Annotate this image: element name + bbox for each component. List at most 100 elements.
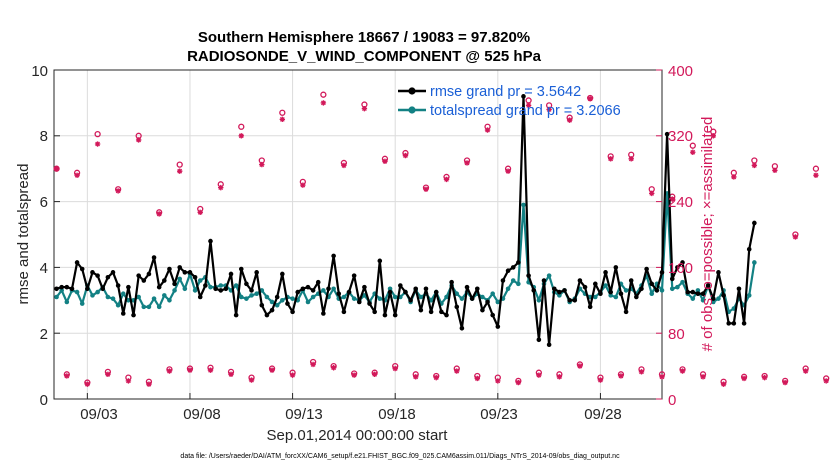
obs-assimilated-point — [279, 116, 286, 123]
rmse-point — [444, 312, 449, 318]
rmse-point — [387, 289, 393, 295]
obs-assimilated-point — [423, 186, 429, 192]
obs-assimilated-point — [371, 371, 378, 378]
totalspread-point — [264, 294, 270, 300]
rmse-point — [423, 286, 429, 292]
obs-assimilated-point — [413, 374, 419, 380]
obs-assimilated-point — [351, 372, 357, 378]
rmse-point — [700, 291, 706, 297]
rmse-point — [100, 286, 106, 292]
rmse-point — [151, 255, 157, 260]
totalspread-point — [444, 294, 449, 300]
totalspread-point — [613, 294, 619, 300]
totalspread-point — [172, 288, 177, 293]
right-tick-label: 400 — [668, 63, 693, 80]
rmse-point — [495, 324, 501, 329]
obs-possible-point — [238, 123, 245, 130]
obs-count-series — [53, 91, 830, 387]
rmse-point — [244, 281, 249, 287]
obs-possible-point — [94, 131, 101, 138]
rmse-point — [716, 270, 721, 275]
rmse-point — [203, 283, 208, 288]
rmse-point — [79, 266, 85, 272]
legend-rmse-marker — [408, 87, 416, 95]
totalspread-point — [233, 283, 239, 288]
rmse-point — [264, 312, 270, 318]
right-tick-label: 80 — [668, 326, 685, 343]
obs-assimilated-point — [587, 96, 593, 102]
totalspread-point — [177, 276, 183, 282]
rmse-point — [577, 278, 583, 283]
rmse-point — [254, 270, 259, 275]
rmse-point — [74, 260, 80, 265]
rmse-point — [105, 274, 111, 280]
rmse-point — [274, 294, 280, 300]
obs-assimilated-point — [566, 117, 573, 123]
right-tick-labels: 0 80 160 240 320 400 — [668, 63, 693, 409]
totalspread-point — [208, 284, 213, 290]
rmse-point — [736, 286, 742, 292]
obs-assimilated-point — [269, 367, 275, 373]
rmse-point — [654, 288, 660, 293]
rmse-point — [172, 281, 177, 287]
totalspread-point — [505, 286, 511, 292]
left-tick-label: 4 — [40, 260, 48, 277]
rmse-point — [362, 284, 367, 290]
rmse-point — [141, 278, 147, 283]
totalspread-point — [428, 298, 434, 303]
obs-assimilated-point — [330, 365, 337, 371]
rmse-point — [372, 309, 377, 315]
totalspread-point — [752, 260, 757, 265]
obs-assimilated-point — [556, 374, 563, 380]
totalspread-point — [459, 296, 465, 301]
totalspread-point — [238, 294, 244, 300]
totalspread-point — [608, 293, 613, 298]
obs-assimilated-point — [300, 182, 306, 188]
rmse-point — [131, 312, 136, 318]
rmse-point — [531, 288, 537, 293]
rmse-point — [187, 270, 193, 275]
rmse-point — [367, 301, 372, 306]
totalspread-point — [495, 299, 501, 305]
rmse-point — [449, 279, 454, 285]
rmse-point — [346, 289, 352, 295]
legend-rmse-label: rmse grand pr = 3.5642 — [430, 84, 581, 100]
rmse-point — [721, 293, 726, 298]
totalspread-point — [95, 289, 100, 295]
obs-assimilated-point — [515, 379, 522, 386]
obs-assimilated-point — [207, 367, 214, 373]
rmse-point — [398, 283, 403, 288]
obs-assimilated-point — [187, 367, 193, 373]
rmse-point — [208, 238, 213, 244]
totalspread-point — [387, 286, 393, 292]
rmse-point — [567, 298, 572, 303]
rmse-point — [326, 286, 331, 292]
rmse-point — [413, 286, 419, 292]
grid — [54, 70, 662, 399]
obs-assimilated-point — [505, 168, 511, 174]
rmse-point — [731, 321, 737, 326]
x-tick-label: 09/08 — [183, 406, 221, 423]
rmse-point — [464, 284, 470, 290]
totalspread-point — [716, 296, 721, 301]
totalspread-point — [156, 304, 162, 310]
rmse-point — [608, 289, 613, 295]
totalspread-point — [79, 301, 85, 306]
rmse-point — [269, 307, 275, 313]
obs-assimilated-point — [402, 152, 409, 159]
totalspread-point — [110, 296, 116, 301]
obs-assimilated-point — [341, 162, 347, 169]
totalspread-point — [341, 294, 347, 300]
rmse-point — [592, 281, 598, 287]
left-tick-label: 2 — [40, 326, 48, 343]
rmse-point — [536, 337, 542, 343]
rmse-point — [669, 276, 675, 282]
totalspread-point — [54, 294, 59, 300]
rmse-point — [408, 298, 413, 303]
rmse-point — [249, 288, 254, 293]
rmse-point — [126, 284, 131, 290]
rmse-point — [598, 291, 603, 297]
obs-assimilated-point — [228, 371, 234, 378]
